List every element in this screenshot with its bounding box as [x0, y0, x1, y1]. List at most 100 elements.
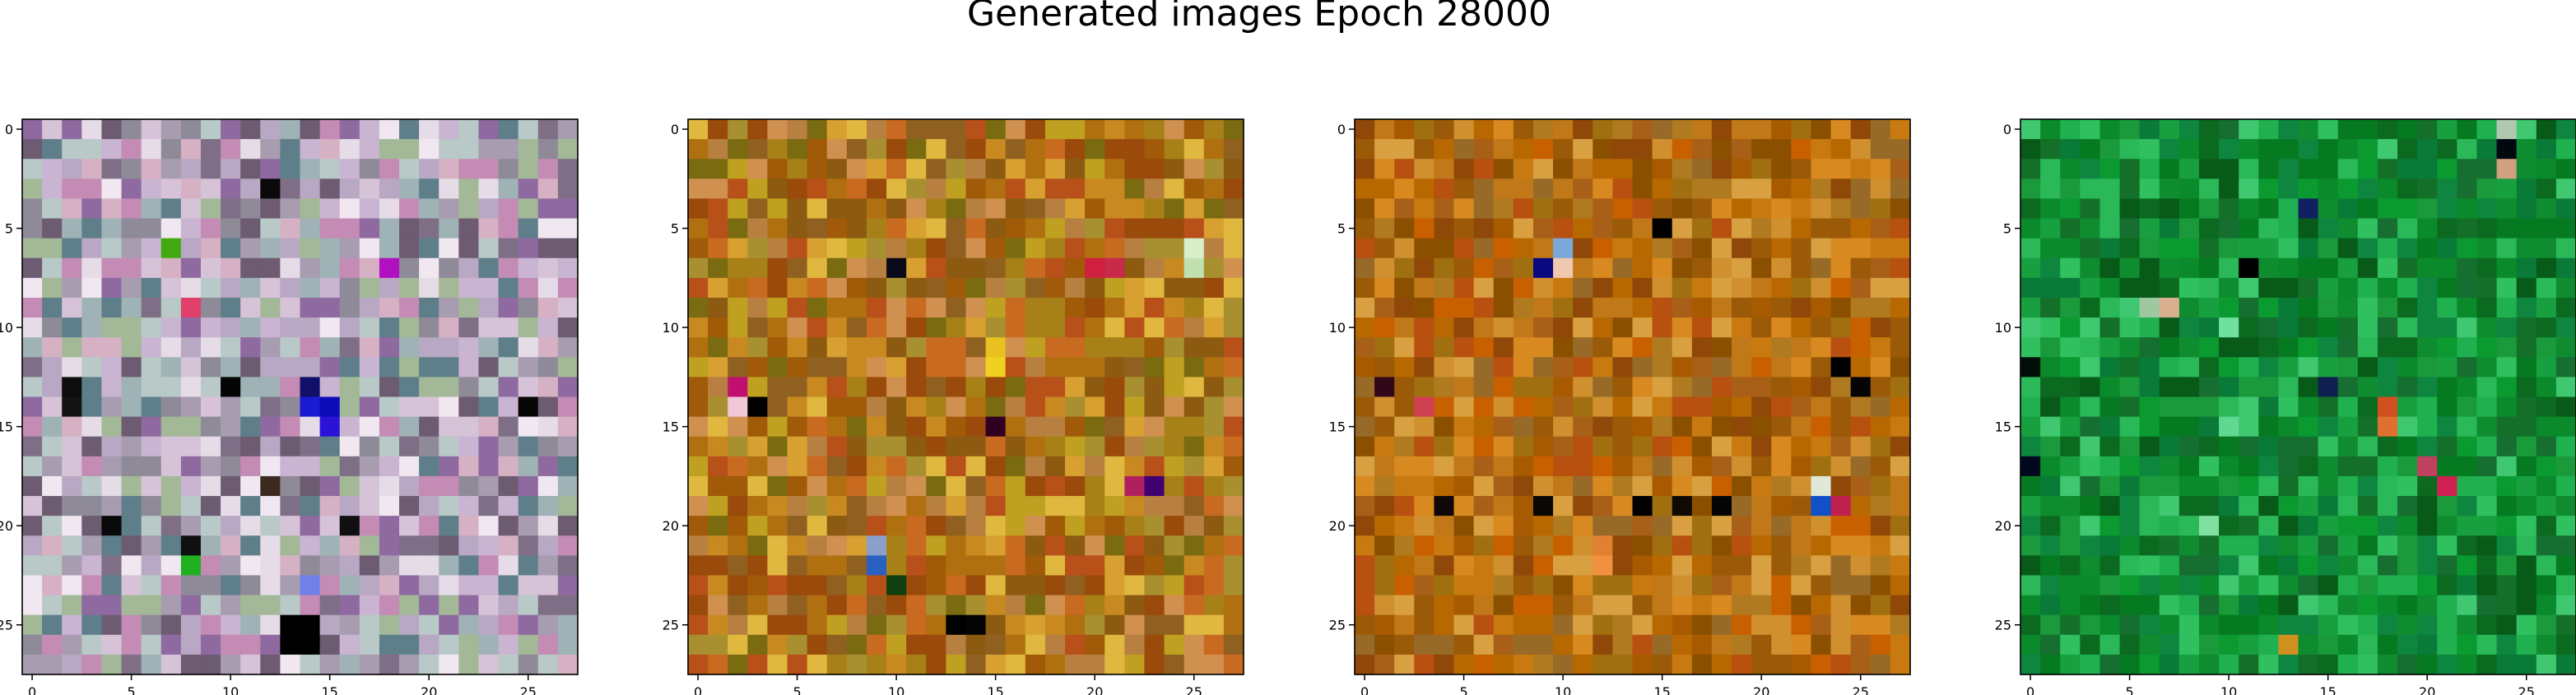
pixel-cell — [221, 119, 241, 140]
pixel-cell — [439, 516, 459, 536]
pixel-cell — [537, 297, 559, 318]
pixel-cell — [846, 396, 867, 418]
pixel-cell — [1771, 139, 1792, 160]
pixel-cell — [1771, 119, 1792, 140]
pixel-cell — [1164, 654, 1185, 675]
pixel-cell — [2139, 297, 2160, 318]
pixel-cell — [1771, 634, 1792, 656]
pixel-cell — [2219, 357, 2239, 378]
pixel-cell — [2476, 297, 2498, 318]
pixel-cell — [1473, 634, 1495, 656]
pixel-cell — [926, 297, 946, 318]
pixel-cell — [2516, 238, 2537, 259]
pixel-cell — [1104, 277, 1125, 299]
pixel-cell — [1434, 416, 1455, 438]
pixel-cell — [22, 654, 43, 675]
pixel-cell — [1044, 277, 1066, 299]
pixel-cell — [1691, 357, 1713, 378]
pixel-cell — [2278, 377, 2299, 398]
pixel-cell — [2417, 119, 2438, 140]
pixel-cell — [1104, 416, 1125, 438]
pixel-cell — [2239, 396, 2259, 418]
pixel-cell — [439, 475, 459, 497]
pixel-cell — [946, 396, 967, 418]
pixel-cell — [2377, 377, 2398, 398]
pixel-cell — [2198, 277, 2220, 299]
pixel-cell — [1593, 119, 1613, 140]
pixel-cell — [2159, 337, 2180, 358]
pixel-cell — [1414, 555, 1435, 577]
pixel-cell — [1732, 475, 1752, 497]
pixel-cell — [985, 575, 1007, 596]
pixel-cell — [1532, 475, 1554, 497]
pixel-cell — [946, 257, 967, 279]
pixel-cell — [2239, 595, 2259, 616]
pixel-cell — [200, 436, 221, 457]
pixel-cell — [2437, 614, 2457, 636]
pixel-cell — [2337, 416, 2359, 438]
pixel-cell — [1513, 475, 1534, 497]
pixel-cell — [22, 496, 43, 517]
pixel-cell — [280, 614, 301, 636]
pixel-cell — [2496, 139, 2518, 160]
pixel-cell — [379, 238, 400, 259]
pixel-cell — [518, 416, 539, 438]
pixel-cell — [1203, 377, 1225, 398]
pixel-cell — [2496, 634, 2518, 656]
pixel-cell — [1870, 595, 1891, 616]
pixel-cell — [1223, 218, 1244, 239]
pixel-cell — [1711, 535, 1732, 556]
pixel-cell — [180, 516, 202, 536]
pixel-cell — [1394, 357, 1415, 378]
pixel-cell — [866, 436, 887, 457]
pixel-cell — [1732, 238, 1752, 259]
pixel-cell — [1203, 456, 1225, 477]
pixel-cell — [1394, 139, 1415, 160]
pixel-cell — [1612, 535, 1634, 556]
pixel-cell — [1771, 198, 1792, 220]
pixel-cell — [2437, 119, 2457, 140]
pixel-cell — [1394, 535, 1415, 556]
pixel-cell — [807, 257, 828, 279]
pixel-cell — [1890, 456, 1911, 477]
pixel-cell — [101, 475, 123, 497]
pixel-cell — [1672, 654, 1693, 675]
pixel-cell — [2437, 218, 2457, 239]
pixel-cell — [2516, 516, 2537, 536]
pixel-cell — [2178, 535, 2200, 556]
x-tick-label: 5 — [793, 684, 801, 695]
pixel-cell — [240, 277, 261, 299]
pixel-cell — [787, 139, 808, 160]
pixel-cell — [1085, 139, 1105, 160]
pixel-cell — [946, 238, 967, 259]
pixel-cell — [688, 257, 709, 279]
pixel-cell — [866, 614, 887, 636]
pixel-cell — [399, 317, 420, 338]
pixel-cell — [399, 357, 420, 378]
pixel-cell — [2139, 535, 2160, 556]
pixel-cell — [747, 436, 769, 457]
pixel-cell — [2219, 456, 2239, 477]
pixel-cell — [2337, 257, 2359, 279]
pixel-cell — [1711, 634, 1732, 656]
pixel-cell — [1751, 654, 1772, 675]
pixel-cell — [2159, 634, 2180, 656]
pixel-cell — [2119, 317, 2141, 338]
pixel-cell — [1691, 456, 1713, 477]
pixel-cell — [399, 654, 420, 675]
pixel-cell — [518, 595, 539, 616]
pixel-cell — [1414, 337, 1435, 358]
pixel-cell — [1850, 516, 1872, 536]
pixel-cell — [2496, 496, 2518, 517]
pixel-cell — [1711, 575, 1732, 596]
pixel-cell — [2219, 377, 2239, 398]
pixel-cell — [1553, 436, 1574, 457]
pixel-cell — [557, 595, 579, 616]
pixel-cell — [1850, 634, 1872, 656]
pixel-cell — [926, 218, 946, 239]
pixel-cell — [1593, 159, 1613, 179]
pixel-cell — [1870, 416, 1891, 438]
pixel-cell — [2278, 198, 2299, 220]
pixel-cell — [1811, 159, 1832, 179]
pixel-cell — [1394, 555, 1415, 577]
